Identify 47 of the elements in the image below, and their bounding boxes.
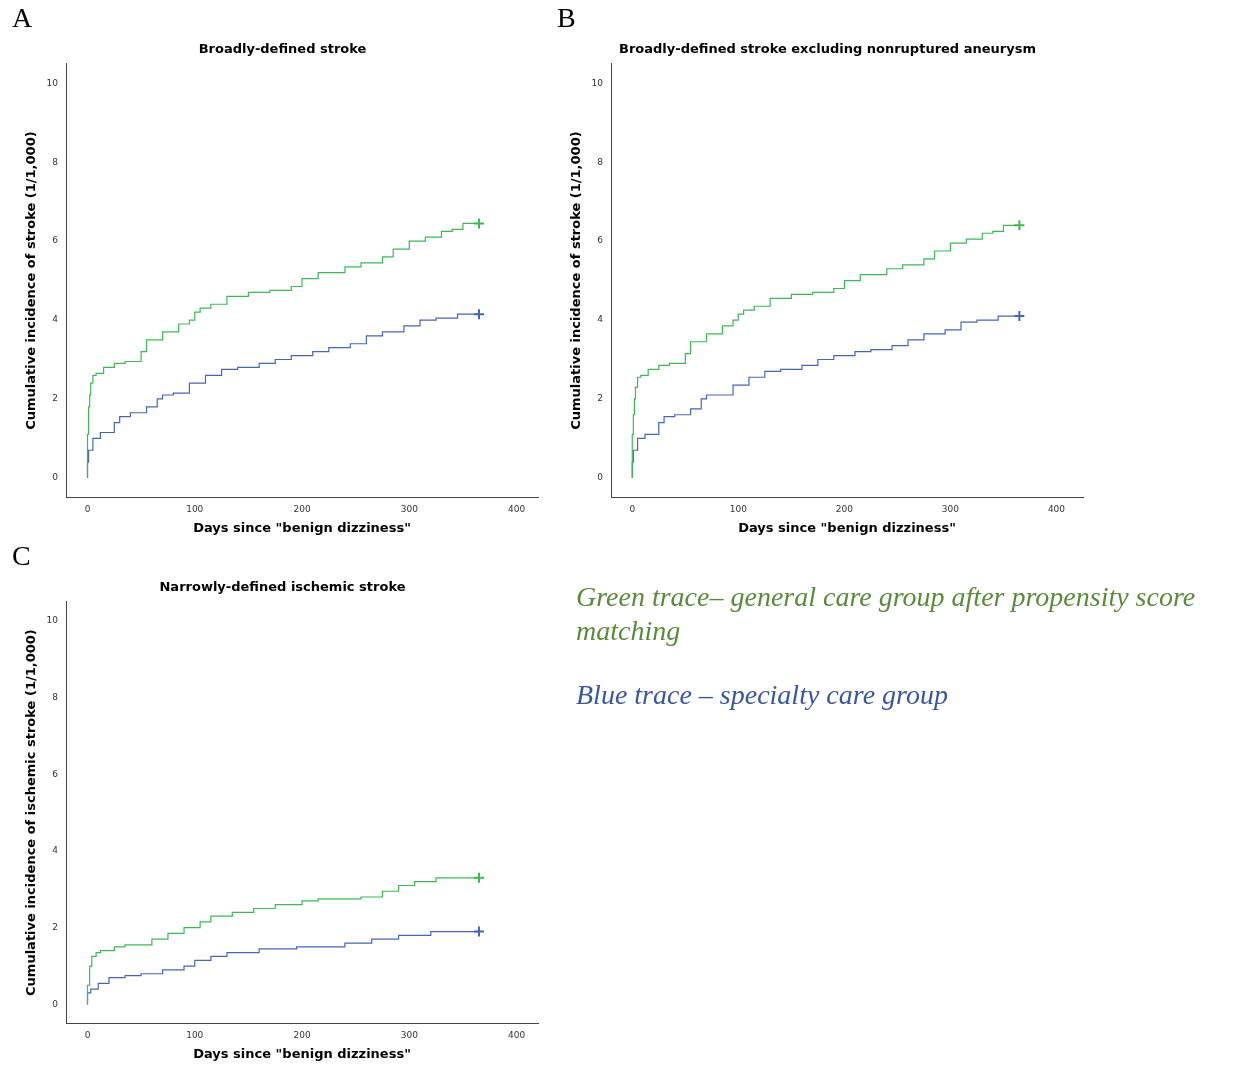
- chart-title: Broadly-defined stroke excluding nonruptured aneurysm: [619, 41, 1036, 57]
- y-tick-label: 8: [52, 691, 59, 702]
- text: Green trace– general care group after propensity score matching: [576, 580, 1197, 648]
- x-tick-label: 200: [293, 504, 311, 515]
- text: A: [12, 2, 33, 34]
- x-tick-label: 100: [186, 504, 204, 515]
- x-axis-title: Days since "benign dizziness": [193, 519, 411, 535]
- y-axis-title: Cumulative incidence of ischemic stroke (1/1,000): [23, 629, 39, 996]
- x-axis-title: Days since "benign dizziness": [738, 519, 956, 535]
- y-tick-label: 6: [52, 235, 59, 246]
- x-tick-label: 200: [835, 504, 854, 515]
- y-tick-label: 4: [52, 845, 59, 856]
- y-axis-title: Cumulative incidence of stroke (1/1,000): [23, 131, 39, 430]
- x-tick-label: 400: [1047, 504, 1066, 515]
- x-tick-label: 100: [186, 1030, 204, 1041]
- x-tick-label: 400: [507, 1030, 526, 1041]
- x-tick-label: 300: [941, 504, 960, 515]
- x-tick-label: 300: [400, 1030, 419, 1041]
- y-tick-label: 10: [591, 77, 604, 88]
- y-tick-label: 2: [52, 922, 59, 933]
- text: B: [557, 2, 576, 34]
- y-tick-label: 10: [46, 615, 59, 626]
- y-tick-label: 8: [597, 156, 604, 167]
- text: C: [12, 540, 31, 572]
- y-tick-label: 0: [52, 472, 59, 483]
- x-tick-label: 0: [84, 504, 91, 515]
- x-tick-label: 400: [507, 504, 526, 515]
- y-tick-label: 10: [46, 77, 59, 88]
- y-axis-title: Cumulative incidence of stroke (1/1,000): [568, 131, 584, 430]
- y-tick-label: 0: [597, 472, 604, 483]
- y-tick-label: 6: [597, 235, 604, 246]
- y-tick-label: 2: [597, 393, 604, 404]
- y-tick-label: 0: [52, 998, 59, 1009]
- chart-title: Narrowly-defined ischemic stroke: [159, 579, 406, 595]
- text: Blue trace – specialty care group: [576, 678, 949, 712]
- y-tick-label: 6: [52, 768, 59, 779]
- x-tick-label: 0: [629, 504, 636, 515]
- y-tick-label: 2: [52, 393, 59, 404]
- x-tick-label: 0: [84, 1030, 91, 1041]
- y-tick-label: 4: [597, 314, 604, 325]
- x-tick-label: 200: [293, 1030, 311, 1041]
- x-axis-title: Days since "benign dizziness": [193, 1045, 411, 1061]
- y-tick-label: 4: [52, 314, 59, 325]
- y-tick-label: 8: [52, 156, 59, 167]
- x-tick-label: 100: [729, 504, 748, 515]
- chart-title: Broadly-defined stroke: [198, 41, 367, 57]
- x-tick-label: 300: [400, 504, 419, 515]
